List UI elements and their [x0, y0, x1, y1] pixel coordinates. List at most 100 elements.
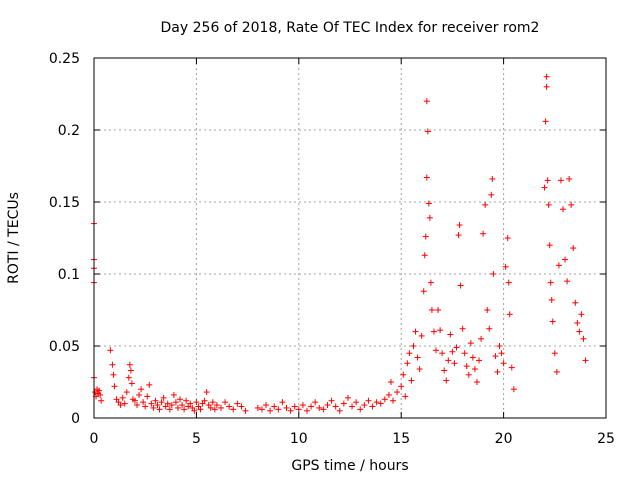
data-point: [117, 402, 124, 409]
data-point: [541, 184, 548, 191]
data-point: [275, 406, 282, 413]
data-point: [230, 406, 237, 413]
data-point: [234, 400, 241, 407]
data-point: [570, 245, 577, 252]
data-point: [336, 407, 343, 414]
data-point: [441, 367, 448, 374]
data-point: [299, 402, 306, 409]
data-point: [385, 391, 392, 398]
data-point: [549, 318, 556, 325]
data-point: [500, 360, 507, 367]
chart-title: Day 256 of 2018, Rate Of TEC Index for r…: [161, 20, 540, 36]
data-point: [423, 174, 430, 181]
data-point: [207, 404, 214, 411]
data-point: [425, 200, 432, 207]
data-point: [179, 402, 186, 409]
data-point: [146, 381, 153, 388]
data-point: [455, 232, 462, 239]
data-point: [320, 406, 327, 413]
data-point: [136, 391, 143, 398]
x-tick-label: 0: [90, 431, 99, 447]
x-tick-label: 20: [495, 431, 513, 447]
data-point: [498, 350, 505, 357]
data-point: [576, 328, 583, 335]
data-point: [303, 407, 310, 414]
data-point: [494, 368, 501, 375]
data-point: [312, 399, 319, 406]
data-point: [457, 282, 464, 289]
data-point: [504, 235, 511, 241]
data-point: [437, 327, 444, 334]
data-point: [463, 363, 470, 370]
data-point: [559, 206, 566, 213]
data-point: [109, 361, 116, 368]
data-point: [546, 242, 553, 249]
data-point: [203, 389, 210, 396]
data-point: [478, 335, 485, 342]
data-point: [134, 402, 141, 409]
data-point: [387, 379, 394, 385]
data-point: [486, 325, 493, 332]
data-point: [138, 386, 145, 393]
data-point: [574, 319, 581, 326]
data-point: [427, 279, 434, 286]
data-point: [553, 368, 560, 375]
data-point: [254, 404, 261, 411]
data-point: [349, 403, 356, 410]
data-point: [490, 271, 497, 277]
x-tick-label: 25: [597, 431, 615, 447]
y-tick-label: 0.2: [58, 123, 80, 139]
data-points: [91, 73, 589, 414]
data-point: [421, 252, 428, 259]
data-point: [508, 364, 515, 371]
data-point: [420, 288, 427, 295]
data-point: [365, 397, 372, 404]
data-point: [408, 377, 415, 384]
data-point: [193, 399, 200, 406]
data-point: [295, 406, 302, 413]
data-point: [439, 350, 446, 357]
data-point: [377, 400, 384, 407]
data-point: [258, 406, 265, 413]
data-point: [456, 222, 463, 229]
data-point: [400, 371, 407, 378]
data-point: [447, 331, 454, 338]
data-point: [127, 367, 134, 374]
data-point: [123, 389, 130, 396]
data-point: [510, 386, 517, 393]
data-point: [242, 407, 249, 414]
data-point: [572, 299, 579, 306]
data-point: [150, 404, 157, 411]
data-point: [557, 177, 564, 184]
plot-frame: [93, 57, 607, 419]
data-point: [459, 325, 466, 332]
data-point: [324, 402, 331, 409]
data-point: [211, 406, 218, 413]
data-point: [316, 404, 323, 411]
data-point: [140, 399, 147, 406]
data-point: [107, 347, 114, 354]
data-point: [263, 402, 270, 409]
data-point: [172, 399, 179, 406]
data-point: [148, 400, 155, 407]
data-point: [183, 397, 190, 404]
data-point: [119, 394, 126, 401]
data-point: [398, 383, 405, 390]
data-point: [174, 404, 181, 411]
data-point: [110, 371, 117, 378]
data-point: [357, 406, 364, 413]
data-point: [443, 377, 450, 384]
y-tick-labels: 0 0.05 0.1 0.15 0.2 0.25: [49, 51, 80, 427]
data-point: [562, 256, 569, 263]
data-point: [502, 263, 509, 270]
data-point: [201, 397, 208, 404]
data-point: [473, 379, 480, 385]
data-point: [445, 357, 452, 364]
y-tick-label: 0.05: [49, 339, 80, 355]
data-point: [390, 397, 397, 404]
data-point: [369, 403, 376, 410]
y-tick-label: 0.15: [49, 195, 80, 211]
data-point: [287, 407, 294, 414]
data-point: [435, 307, 442, 313]
